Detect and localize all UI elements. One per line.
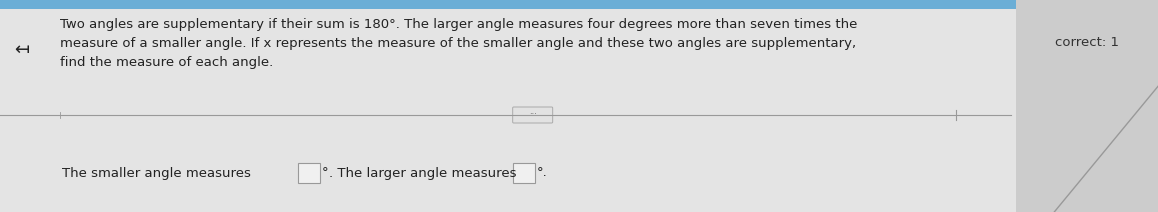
Bar (1016, 0, 1158, 212)
Text: Two angles are supplementary if their sum is 180°. The larger angle measures fou: Two angles are supplementary if their su… (60, 18, 857, 69)
Text: The smaller angle measures: The smaller angle measures (63, 166, 251, 180)
Text: °.: °. (537, 166, 548, 180)
Bar (0, 0, 1016, 9)
FancyBboxPatch shape (513, 107, 552, 123)
Bar (0, 0, 1016, 212)
Bar (513, 163, 535, 183)
Text: ···: ··· (529, 110, 536, 120)
Text: correct: 1: correct: 1 (1055, 35, 1119, 49)
Text: °: ° (322, 166, 329, 180)
Bar (298, 163, 320, 183)
Text: . The larger angle measures: . The larger angle measures (329, 166, 516, 180)
Text: ↤: ↤ (14, 41, 29, 59)
